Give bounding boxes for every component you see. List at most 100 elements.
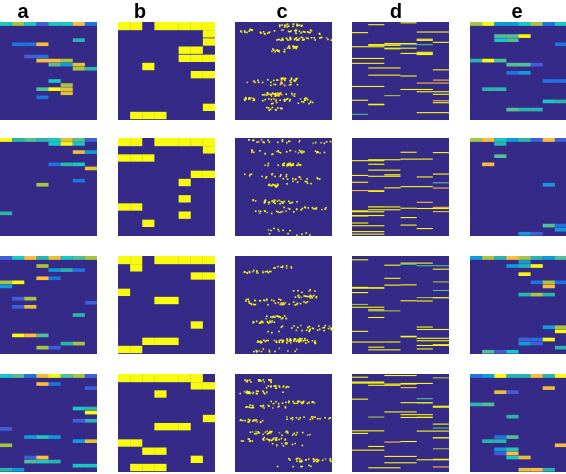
stripe-line — [416, 54, 433, 56]
block-cell — [554, 22, 566, 26]
dot-mark — [283, 26, 286, 28]
dot-mark — [275, 384, 277, 387]
dot-mark — [329, 140, 332, 143]
dot-mark — [308, 290, 311, 292]
block-cell — [482, 374, 495, 378]
panel-a-1 — [0, 22, 98, 120]
dot-mark — [259, 210, 262, 213]
block-cell — [48, 374, 61, 378]
block-cell — [542, 138, 555, 142]
dot-mark — [271, 106, 274, 109]
stripe-line — [416, 337, 449, 339]
block-cell — [24, 435, 37, 439]
dot-mark — [263, 299, 266, 302]
block-cell — [72, 22, 85, 26]
dot-mark — [299, 98, 302, 100]
dot-mark — [266, 32, 269, 35]
dot-mark — [285, 175, 288, 178]
dot-mark — [253, 419, 255, 421]
dot-mark — [283, 303, 286, 305]
binary-cell — [166, 374, 179, 383]
dot-mark — [254, 200, 257, 202]
dot-mark — [312, 458, 315, 460]
block-cell — [542, 292, 555, 297]
dot-mark — [285, 151, 288, 153]
dot-mark — [307, 458, 310, 460]
dot-mark — [309, 100, 312, 102]
panel-background — [352, 22, 449, 120]
dot-mark — [281, 202, 284, 204]
dot-mark — [246, 390, 248, 393]
block-cell — [84, 463, 98, 468]
block-cell — [0, 467, 13, 472]
dot-mark — [309, 31, 311, 34]
binary-cell — [190, 170, 203, 179]
block-cell — [12, 296, 25, 301]
dot-mark — [279, 316, 281, 318]
dot-mark — [314, 290, 316, 292]
dot-mark — [320, 36, 323, 39]
dot-mark — [261, 419, 264, 422]
dot-mark — [262, 141, 264, 143]
dot-mark — [296, 77, 298, 80]
dot-mark — [311, 206, 314, 209]
binary-cell — [154, 390, 167, 398]
dot-mark — [295, 458, 298, 460]
block-cell — [12, 467, 25, 472]
dot-mark — [298, 460, 301, 462]
block-cell — [72, 406, 85, 411]
dot-mark — [283, 206, 285, 209]
stripe-line — [384, 284, 401, 286]
dot-mark — [257, 431, 260, 433]
block-cell — [482, 22, 495, 26]
dot-mark — [271, 442, 274, 445]
dot-mark — [251, 431, 254, 433]
dot-mark — [280, 437, 283, 440]
panel-background — [235, 138, 332, 236]
dot-mark — [269, 320, 271, 322]
panel-b-2 — [118, 138, 216, 236]
dot-mark — [260, 342, 262, 344]
binary-cell — [130, 22, 143, 31]
binary-cell — [202, 272, 216, 280]
dot-mark — [278, 24, 281, 26]
dot-mark — [272, 438, 275, 440]
block-cell — [36, 382, 49, 386]
dot-mark — [285, 93, 288, 96]
dot-mark — [301, 401, 304, 404]
dot-mark — [281, 442, 283, 445]
dot-mark — [268, 98, 270, 100]
dot-mark — [286, 442, 288, 444]
dot-mark — [297, 152, 300, 154]
block-cell — [24, 455, 37, 460]
dot-mark — [248, 438, 251, 440]
dot-mark — [274, 199, 276, 202]
dot-mark — [294, 150, 297, 153]
block-cell — [554, 280, 566, 285]
dot-mark — [275, 341, 278, 343]
dot-mark — [274, 95, 277, 98]
binary-cell — [130, 256, 143, 265]
dot-mark — [270, 93, 273, 96]
dot-mark — [295, 303, 298, 306]
dot-mark — [297, 289, 299, 292]
dot-mark — [273, 436, 276, 439]
binary-cell — [142, 463, 155, 472]
dot-mark — [280, 78, 283, 81]
dot-mark — [256, 270, 258, 272]
dot-mark — [287, 200, 290, 203]
block-cell — [530, 256, 543, 260]
dot-mark — [264, 271, 267, 273]
stripe-line — [368, 74, 401, 76]
dot-mark — [311, 417, 314, 420]
stripe-line — [416, 39, 433, 41]
dot-mark — [298, 139, 301, 142]
dot-mark — [282, 229, 284, 232]
dot-mark — [328, 417, 330, 420]
block-cell — [530, 107, 543, 112]
block-cell — [48, 58, 61, 63]
dot-mark — [281, 402, 284, 404]
dot-mark — [268, 201, 271, 204]
dot-mark — [281, 107, 283, 110]
stripe-line — [384, 174, 401, 176]
